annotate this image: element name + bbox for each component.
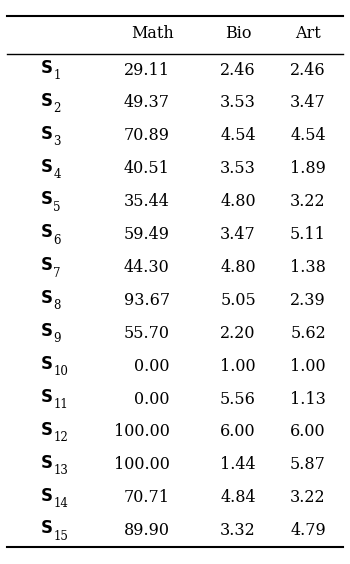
Text: 5: 5 [53, 201, 61, 214]
Text: 49.37: 49.37 [124, 94, 170, 112]
Text: 4.79: 4.79 [290, 522, 326, 539]
Text: 4.54: 4.54 [220, 127, 256, 144]
Text: Art: Art [295, 25, 321, 42]
Text: 1.89: 1.89 [290, 160, 326, 177]
Text: 4.80: 4.80 [220, 259, 256, 276]
Text: $\mathbf{S}$: $\mathbf{S}$ [40, 356, 52, 373]
Text: 0.00: 0.00 [134, 358, 170, 374]
Text: 5.62: 5.62 [290, 325, 326, 342]
Text: 89.90: 89.90 [124, 522, 170, 539]
Text: Math: Math [131, 25, 174, 42]
Text: 44.30: 44.30 [124, 259, 170, 276]
Text: 9: 9 [53, 332, 61, 345]
Text: $\mathbf{S}$: $\mathbf{S}$ [40, 323, 52, 340]
Text: 4.84: 4.84 [220, 489, 256, 506]
Text: $\mathbf{S}$: $\mathbf{S}$ [40, 257, 52, 274]
Text: 4.80: 4.80 [220, 193, 256, 210]
Text: 70.89: 70.89 [124, 127, 170, 144]
Text: 93.67: 93.67 [124, 292, 170, 309]
Text: 100.00: 100.00 [114, 456, 170, 473]
Text: $\mathbf{S}$: $\mathbf{S}$ [40, 224, 52, 241]
Text: $\mathbf{S}$: $\mathbf{S}$ [40, 290, 52, 307]
Text: $\mathbf{S}$: $\mathbf{S}$ [40, 422, 52, 439]
Text: 3.47: 3.47 [220, 226, 256, 243]
Text: $\mathbf{S}$: $\mathbf{S}$ [40, 92, 52, 110]
Text: 4: 4 [53, 168, 61, 181]
Text: $\mathbf{S}$: $\mathbf{S}$ [40, 126, 52, 143]
Text: 2.46: 2.46 [290, 61, 326, 78]
Text: 10: 10 [53, 365, 68, 378]
Text: 100.00: 100.00 [114, 424, 170, 440]
Text: 6.00: 6.00 [290, 424, 326, 440]
Text: 12: 12 [53, 431, 68, 444]
Text: 29.11: 29.11 [124, 61, 170, 78]
Text: 5.05: 5.05 [220, 292, 256, 309]
Text: 3.32: 3.32 [220, 522, 256, 539]
Text: 1: 1 [53, 69, 61, 82]
Text: 2.39: 2.39 [290, 292, 326, 309]
Text: 70.71: 70.71 [124, 489, 170, 506]
Text: 3.53: 3.53 [220, 94, 256, 112]
Text: 0.00: 0.00 [134, 390, 170, 408]
Text: 4.54: 4.54 [290, 127, 326, 144]
Text: 1.38: 1.38 [290, 259, 326, 276]
Text: $\mathbf{S}$: $\mathbf{S}$ [40, 487, 52, 505]
Text: 40.51: 40.51 [124, 160, 170, 177]
Text: 2: 2 [53, 102, 61, 115]
Text: 5.56: 5.56 [220, 390, 256, 408]
Text: 3: 3 [53, 135, 61, 148]
Text: 14: 14 [53, 497, 68, 510]
Text: 6.00: 6.00 [220, 424, 256, 440]
Text: $\mathbf{S}$: $\mathbf{S}$ [40, 455, 52, 472]
Text: 2.46: 2.46 [220, 61, 256, 78]
Text: 5.11: 5.11 [290, 226, 326, 243]
Text: 59.49: 59.49 [124, 226, 170, 243]
Text: 1.00: 1.00 [220, 358, 256, 374]
Text: 13: 13 [53, 464, 68, 477]
Text: 3.53: 3.53 [220, 160, 256, 177]
Text: 8: 8 [53, 299, 61, 312]
Text: 1.44: 1.44 [220, 456, 256, 473]
Text: $\mathbf{S}$: $\mathbf{S}$ [40, 191, 52, 209]
Text: 6: 6 [53, 233, 61, 246]
Text: $\mathbf{S}$: $\mathbf{S}$ [40, 389, 52, 406]
Text: 3.22: 3.22 [290, 489, 326, 506]
Text: 7: 7 [53, 267, 61, 280]
Text: 2.20: 2.20 [220, 325, 256, 342]
Text: Bio: Bio [225, 25, 251, 42]
Text: $\mathbf{S}$: $\mathbf{S}$ [40, 158, 52, 175]
Text: 11: 11 [53, 398, 68, 411]
Text: 15: 15 [53, 530, 68, 543]
Text: $\mathbf{S}$: $\mathbf{S}$ [40, 60, 52, 77]
Text: 55.70: 55.70 [124, 325, 170, 342]
Text: 5.87: 5.87 [290, 456, 326, 473]
Text: 1.13: 1.13 [290, 390, 326, 408]
Text: 1.00: 1.00 [290, 358, 326, 374]
Text: 3.22: 3.22 [290, 193, 326, 210]
Text: 3.47: 3.47 [290, 94, 326, 112]
Text: 35.44: 35.44 [124, 193, 170, 210]
Text: $\mathbf{S}$: $\mathbf{S}$ [40, 521, 52, 537]
